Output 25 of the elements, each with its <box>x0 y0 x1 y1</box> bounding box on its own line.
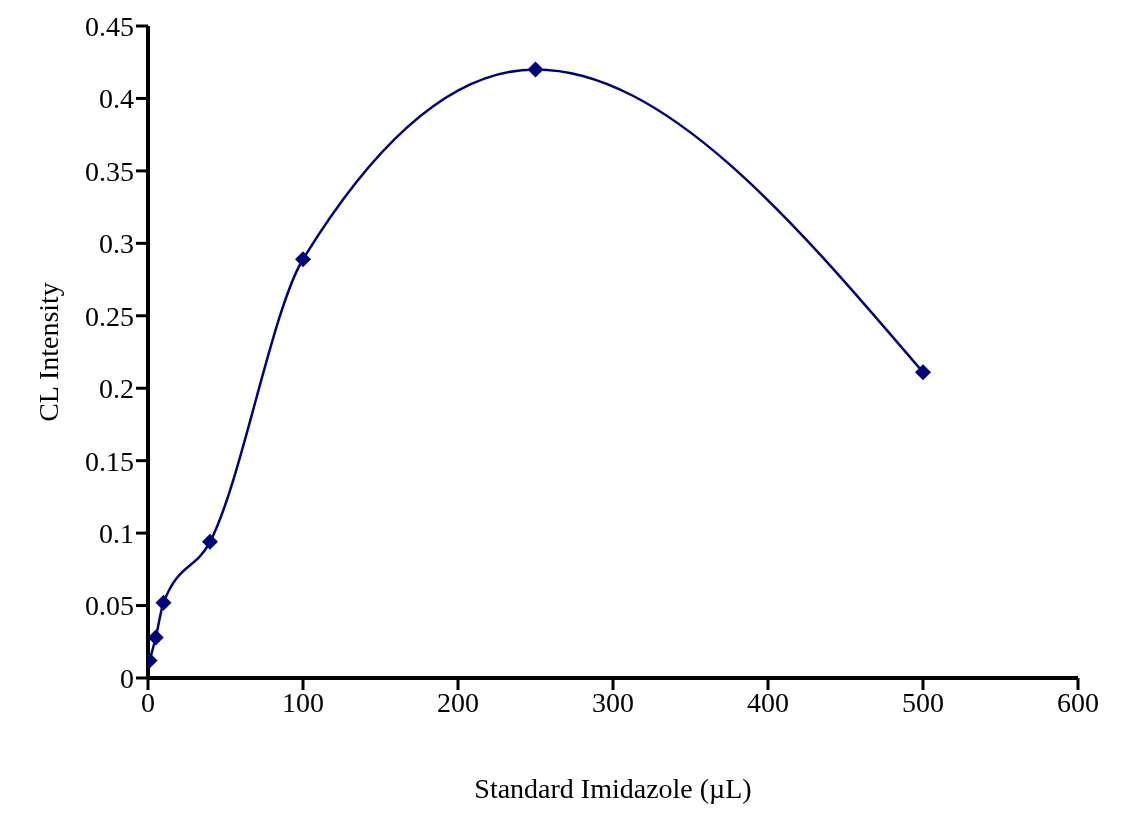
point <box>527 61 544 78</box>
y-tick-label: 0.15 <box>85 445 134 477</box>
y-tick-label: 0.05 <box>85 590 134 622</box>
y-tick-label: 0.3 <box>99 228 134 260</box>
y-tick-label: 0 <box>120 662 134 694</box>
y-tick-label: 0.25 <box>85 300 134 332</box>
x-tick-label: 500 <box>902 686 944 718</box>
point <box>295 251 311 268</box>
x-tick-label: 400 <box>747 686 789 718</box>
y-tick-label: 0.2 <box>99 373 134 405</box>
x-tick-label: 300 <box>592 686 634 718</box>
point <box>155 594 172 611</box>
y-tick-label: 0.1 <box>99 518 134 550</box>
point <box>202 533 218 550</box>
y-tick-label: 0.45 <box>85 10 134 42</box>
y-tick-label: 0.4 <box>99 83 134 115</box>
x-axis-title: Standard Imidazole (µL) <box>474 772 752 804</box>
x-tick-label: 200 <box>437 686 479 718</box>
x-tick-label: 100 <box>282 686 324 718</box>
y-tick-label: 0.35 <box>85 155 134 187</box>
y-axis-title: CL Intensity <box>32 282 64 422</box>
x-tick-label: 600 <box>1057 686 1099 718</box>
point <box>148 629 164 646</box>
x-tick-label: 0 <box>141 686 155 718</box>
point <box>915 364 931 381</box>
